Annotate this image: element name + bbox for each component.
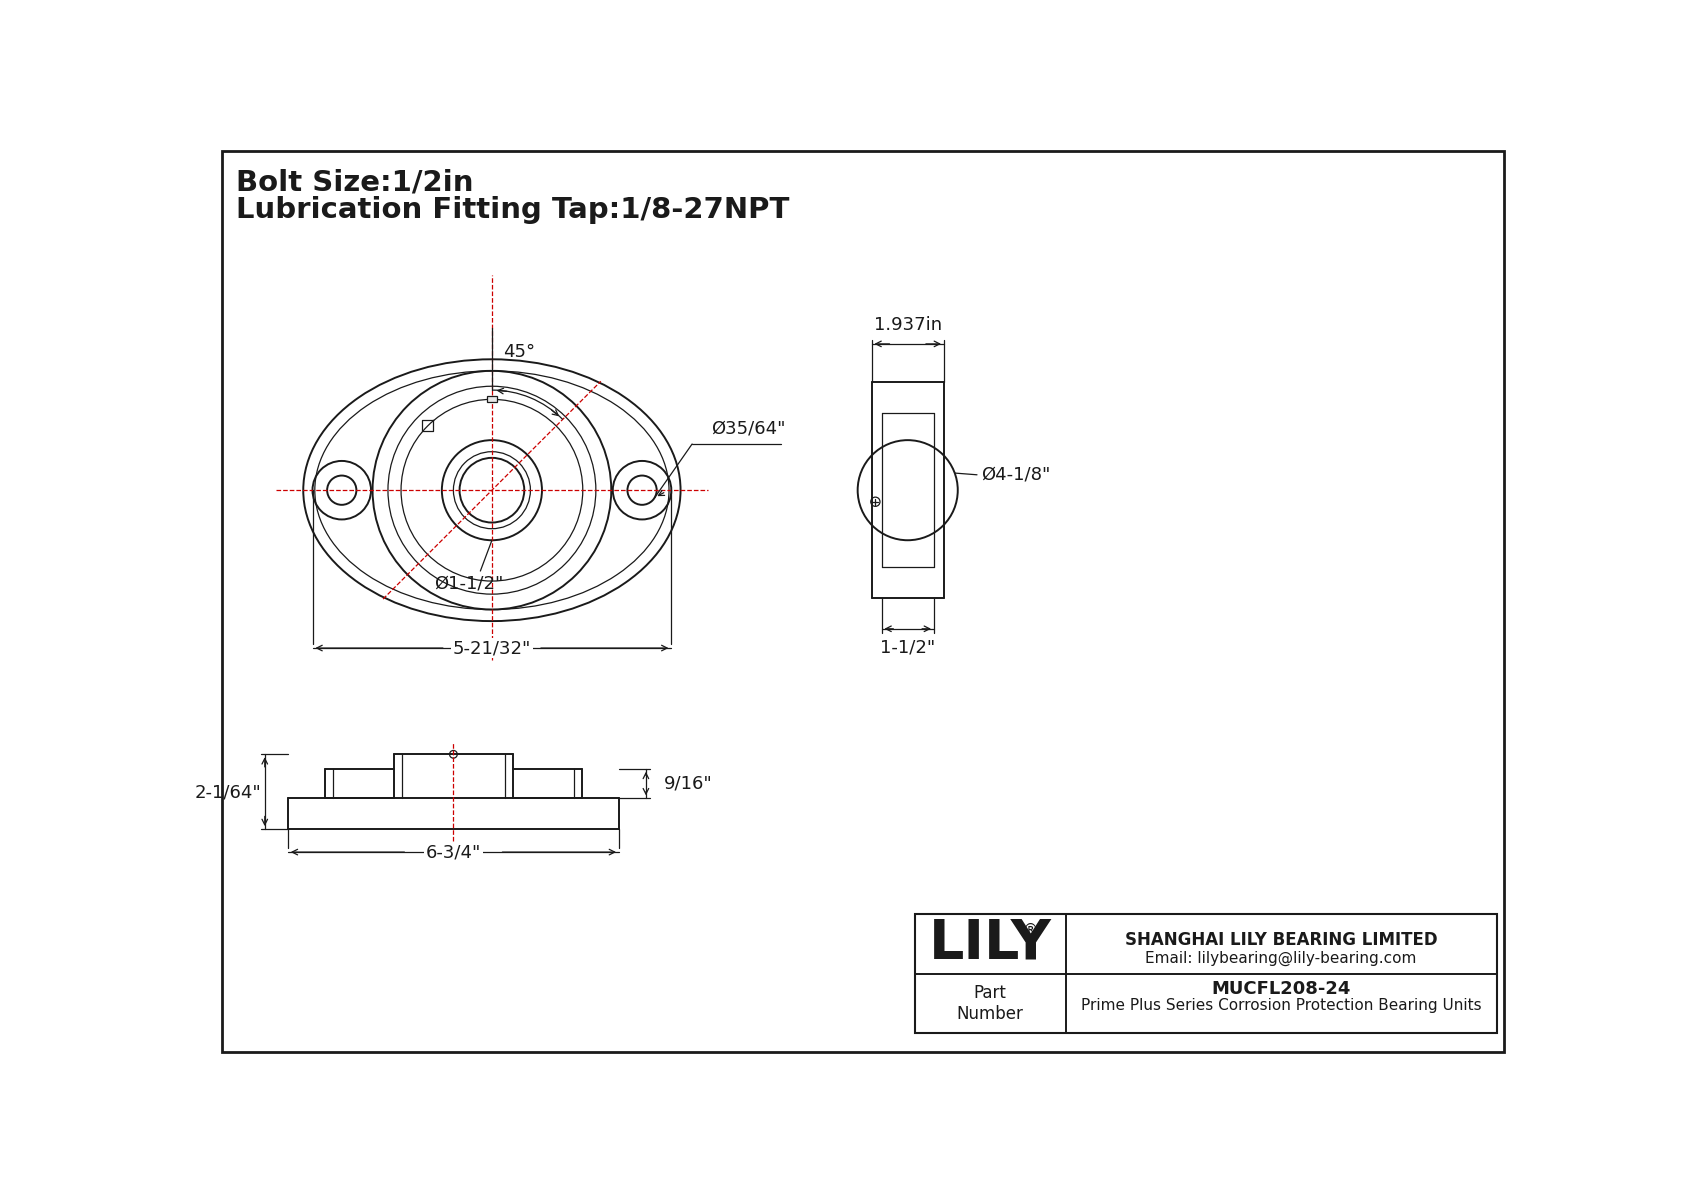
Text: MUCFL208-24: MUCFL208-24 [1211,980,1351,998]
Text: Ø1-1/2": Ø1-1/2" [434,575,504,593]
Text: 5-21/32": 5-21/32" [453,640,530,657]
Bar [487,397,497,403]
Text: Prime Plus Series Corrosion Protection Bearing Units: Prime Plus Series Corrosion Protection B… [1081,998,1482,1014]
Text: 9/16": 9/16" [663,774,712,792]
Text: LILY: LILY [928,917,1051,971]
Text: SHANGHAI LILY BEARING LIMITED: SHANGHAI LILY BEARING LIMITED [1125,930,1438,948]
Text: Email: lilybearing@lily-bearing.com: Email: lilybearing@lily-bearing.com [1145,950,1416,966]
Text: Bolt Size:1/2in: Bolt Size:1/2in [236,168,473,197]
Text: 2-1/64": 2-1/64" [194,782,261,802]
Text: 1-1/2": 1-1/2" [881,638,935,656]
Text: 1.937in: 1.937in [874,316,941,333]
Bar [916,913,1497,1033]
Text: Part
Number: Part Number [957,985,1024,1023]
Text: Ø35/64": Ø35/64" [711,420,786,438]
Text: ®: ® [1022,922,1037,937]
Text: Lubrication Fitting Tap:1/8-27NPT: Lubrication Fitting Tap:1/8-27NPT [236,197,790,224]
Text: 6-3/4": 6-3/4" [426,843,482,861]
Text: 45°: 45° [504,343,536,361]
Text: Ø4-1/8": Ø4-1/8" [980,466,1051,484]
